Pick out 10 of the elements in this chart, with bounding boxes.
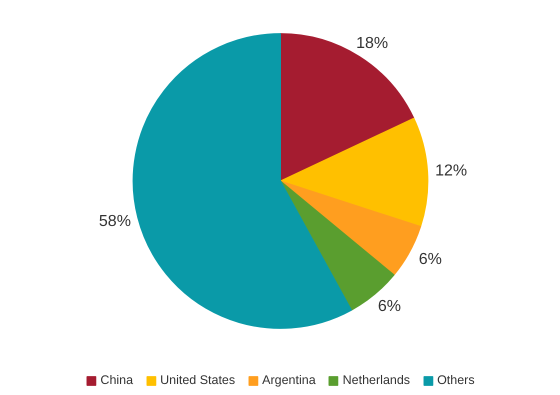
legend-label: China bbox=[100, 373, 134, 387]
data-label: 6% bbox=[378, 298, 402, 315]
data-label: 12% bbox=[435, 162, 468, 180]
legend-label: United States bbox=[160, 373, 236, 387]
data-label: 6% bbox=[418, 250, 442, 268]
legend-label: Argentina bbox=[262, 373, 316, 387]
legend-label: Others bbox=[437, 373, 475, 387]
legend-label: Netherlands bbox=[342, 373, 410, 387]
data-label: 58% bbox=[98, 212, 131, 230]
data-label: 18% bbox=[356, 35, 388, 52]
